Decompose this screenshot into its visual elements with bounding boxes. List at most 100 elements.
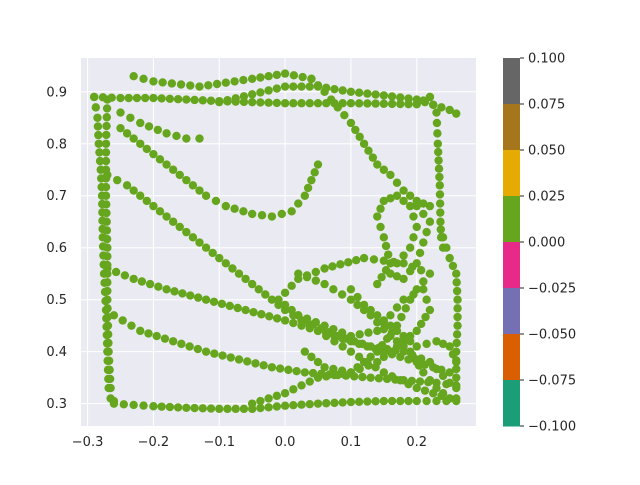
data-point: [452, 383, 461, 393]
data-point: [256, 403, 265, 413]
data-point: [119, 400, 128, 409]
data-point: [399, 259, 408, 268]
data-point: [425, 217, 435, 226]
data-point: [280, 401, 290, 410]
data-point: [416, 266, 426, 275]
data-point: [354, 88, 364, 97]
data-point: [109, 399, 119, 408]
data-point: [149, 201, 158, 211]
data-point: [272, 402, 282, 411]
data-point: [373, 357, 382, 367]
data-point: [340, 110, 349, 120]
data-point: [173, 94, 183, 104]
data-point: [234, 269, 244, 278]
data-point: [170, 287, 179, 296]
data-point: [142, 144, 152, 154]
data-point: [272, 70, 282, 80]
data-point: [351, 255, 361, 265]
data-point: [212, 79, 222, 89]
data-point: [387, 99, 397, 109]
data-point: [155, 155, 165, 164]
data-point: [215, 253, 224, 263]
data-point: [396, 93, 405, 102]
data-point: [434, 164, 444, 173]
data-point: [294, 269, 303, 278]
data-point: [223, 96, 232, 105]
data-point: [419, 238, 428, 247]
data-point: [274, 295, 283, 304]
data-point: [399, 274, 408, 284]
data-point: [302, 314, 312, 323]
colorbar-segment: [503, 242, 520, 289]
data-point: [313, 399, 323, 408]
data-point: [329, 285, 338, 294]
data-point: [366, 373, 375, 382]
data-point: [239, 207, 248, 216]
colorbar-segment: [503, 104, 520, 151]
x-tick-label: −0.2: [138, 435, 170, 450]
data-point: [122, 129, 132, 138]
data-point: [287, 281, 296, 291]
data-point: [102, 113, 112, 122]
data-point: [374, 343, 384, 352]
data-point: [225, 301, 234, 311]
data-point: [297, 381, 306, 390]
data-point: [136, 139, 145, 148]
data-point: [419, 209, 428, 219]
data-point: [412, 383, 421, 393]
data-point: [453, 304, 462, 313]
data-point: [313, 81, 323, 90]
data-point: [337, 290, 347, 299]
data-point: [432, 118, 442, 128]
data-point: [217, 299, 227, 309]
data-point: [300, 368, 310, 377]
data-point: [241, 305, 250, 315]
data-point: [425, 201, 435, 211]
data-point: [405, 191, 415, 200]
data-point: [129, 400, 138, 410]
data-point: [409, 212, 418, 221]
data-point: [432, 396, 441, 406]
data-point: [392, 326, 402, 336]
data-point: [392, 342, 402, 351]
data-point: [101, 156, 111, 166]
colorbar-segment: [503, 58, 520, 105]
data-point: [94, 130, 103, 140]
data-point: [182, 403, 191, 413]
data-point: [392, 272, 402, 281]
y-tick-label: 0.3: [46, 397, 67, 412]
data-point: [396, 396, 405, 406]
data-point: [145, 279, 155, 289]
data-point: [445, 105, 454, 115]
data-point: [409, 290, 418, 299]
data-point: [152, 331, 161, 341]
data-point: [188, 233, 198, 242]
data-point: [333, 103, 342, 112]
data-point: [101, 139, 111, 148]
data-point: [432, 108, 441, 117]
data-point: [142, 196, 152, 206]
data-point: [453, 312, 462, 322]
data-point: [257, 211, 267, 220]
data-point: [102, 130, 111, 140]
data-point: [399, 331, 408, 341]
data-point: [412, 326, 421, 336]
y-tick-label: 0.8: [46, 137, 67, 152]
data-point: [264, 394, 273, 403]
data-point: [387, 396, 397, 406]
data-point: [326, 95, 336, 104]
y-tick-label: 0.4: [46, 345, 67, 360]
data-point: [264, 403, 273, 412]
data-point: [346, 285, 356, 294]
data-point: [297, 82, 306, 91]
data-point: [287, 207, 296, 216]
colorbar: 0.100 0.075 0.050 0.025 0.000 −0.025 −0.050 −0.…: [503, 52, 576, 435]
data-point: [103, 365, 113, 375]
data-point: [302, 272, 312, 282]
data-point: [305, 399, 314, 409]
data-point: [379, 368, 389, 377]
data-point: [289, 318, 298, 328]
data-point: [109, 311, 119, 320]
data-point: [247, 209, 257, 219]
